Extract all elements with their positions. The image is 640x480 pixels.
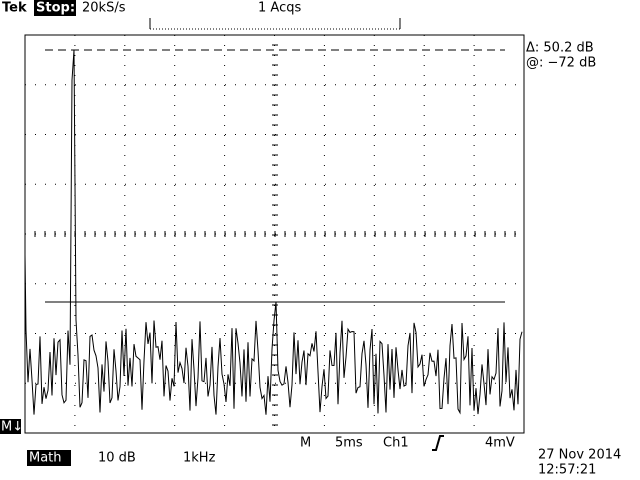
state-box bbox=[34, 0, 76, 16]
math-span: 1kHz bbox=[183, 451, 216, 466]
timebase-label: M bbox=[300, 436, 311, 451]
state: Stop: bbox=[36, 1, 75, 16]
date: 27 Nov 2014 bbox=[538, 448, 621, 463]
timebase-scale: 5ms bbox=[335, 436, 363, 451]
math-scale: 10 dB bbox=[98, 451, 136, 466]
acquisitions: 1 Acqs bbox=[258, 1, 301, 16]
math-box bbox=[27, 450, 71, 466]
sample-rate: 20kS/s bbox=[82, 1, 126, 16]
source: Ch1 bbox=[383, 436, 409, 451]
graticule bbox=[24, 34, 524, 433]
brand: Tek bbox=[2, 1, 27, 16]
math-label: Math bbox=[29, 451, 62, 466]
edge-icon bbox=[432, 435, 444, 451]
trace bbox=[24, 49, 523, 415]
marker-box bbox=[0, 419, 21, 434]
record-bracket-ends bbox=[149, 18, 401, 29]
cursor-delta: Δ: 50.2 dB bbox=[526, 41, 594, 56]
trigger-level: 4mV bbox=[485, 436, 515, 451]
cursor-at: @: −72 dB bbox=[526, 56, 596, 71]
time: 12:57:21 bbox=[538, 463, 596, 478]
left-marker: M↓ bbox=[1, 420, 23, 435]
